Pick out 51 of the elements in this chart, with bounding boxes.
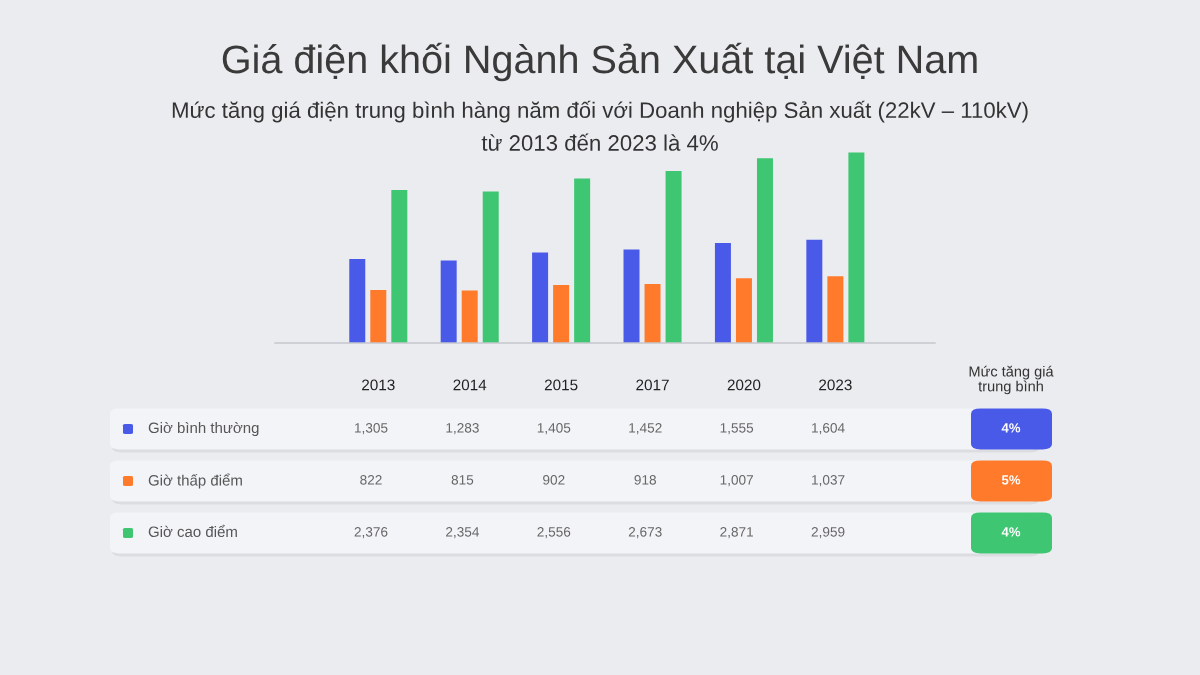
bar	[644, 283, 661, 343]
bar	[553, 284, 570, 343]
x-tick-label: 2014	[453, 379, 487, 391]
bar	[461, 290, 478, 343]
bar	[349, 258, 366, 343]
text: 4%	[1001, 527, 1021, 537]
data-label: 1,604	[812, 423, 845, 435]
text: 4%	[1001, 423, 1021, 433]
chart-subtitle: Mức tăng giá điện trung bình hàng năm đối với Doanh nghiệp Sản xuất (22kV – 110kV) từ 2013 đến 2023 là 4%	[172, 100, 1028, 151]
x-tick-label: 2015	[544, 379, 578, 391]
bar	[482, 191, 499, 343]
x-tick-label: 2023	[819, 379, 852, 391]
legend-label: Giờ cao điểm	[148, 524, 237, 538]
bar	[714, 242, 731, 343]
data-label: 1,452	[629, 423, 662, 435]
data-label: 1,555	[720, 423, 754, 435]
x-tick-label: 2013	[362, 379, 395, 391]
chart-title: Giá điện khối Ngành Sản Xuất tại Việt Nam	[222, 42, 977, 82]
bar	[574, 178, 591, 343]
bar	[532, 252, 549, 343]
bar	[806, 239, 823, 343]
x-tick-label: 2020	[727, 379, 761, 391]
data-label: 2,959	[811, 527, 845, 539]
data-label: 1,007	[720, 475, 753, 487]
bar	[391, 190, 408, 343]
data-label: 902	[543, 475, 565, 485]
data-label: 1,305	[354, 423, 388, 435]
bar	[756, 158, 773, 343]
legend-label: Giờ bình thường	[148, 421, 259, 437]
bar	[735, 278, 752, 343]
bar	[370, 290, 387, 343]
data-label: 1,405	[537, 423, 571, 435]
x-tick-label: 2017	[636, 379, 669, 391]
data-label: 918	[634, 475, 656, 485]
data-label: 2,556	[537, 527, 571, 539]
bar	[848, 152, 865, 343]
data-label: 815	[451, 475, 474, 485]
data-label: 822	[360, 475, 382, 485]
data-label: 2,673	[628, 527, 662, 539]
bar	[827, 276, 844, 343]
data-label: 2,376	[354, 527, 388, 539]
data-label: 1,283	[446, 423, 479, 435]
data-label: 2,871	[720, 527, 753, 539]
legend-label: Giờ thấp điểm	[148, 473, 242, 489]
bar	[440, 260, 457, 343]
bar	[623, 249, 640, 343]
data-label: 1,037	[812, 475, 845, 487]
bar	[665, 170, 682, 343]
data-label: 2,354	[446, 527, 480, 539]
text: Mức tăng giá trung bình	[969, 365, 1054, 395]
text: 5%	[1001, 475, 1021, 485]
